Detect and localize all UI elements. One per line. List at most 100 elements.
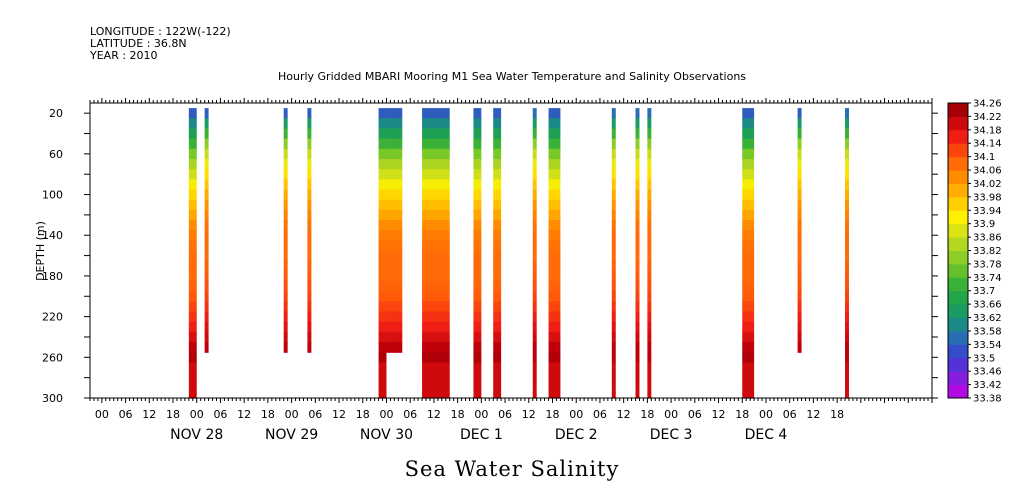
heatmap-cell	[635, 128, 640, 140]
heatmap-cell	[386, 179, 403, 191]
heatmap-cell	[532, 209, 537, 221]
heatmap-cell	[635, 352, 640, 363]
heatmap-cell	[647, 128, 652, 140]
heatmap-cell	[532, 230, 537, 241]
heatmap-cell	[532, 311, 537, 323]
heatmap-cell	[647, 392, 652, 399]
heatmap-cell	[532, 138, 537, 150]
heatmap-cell	[548, 138, 561, 150]
heatmap-cell	[422, 301, 450, 313]
heatmap-cell	[473, 342, 482, 353]
heatmap-cell	[647, 270, 652, 282]
heatmap-cell	[611, 260, 616, 272]
heatmap-cell	[532, 108, 537, 119]
heatmap-cell	[742, 342, 755, 353]
heatmap-cell	[188, 230, 197, 241]
colorbar-swatch	[948, 170, 968, 184]
heatmap-cell	[845, 382, 849, 394]
heatmap-cell	[635, 118, 640, 130]
heatmap-cell	[647, 250, 652, 262]
heatmap-cell	[307, 342, 312, 353]
heatmap-cell	[742, 138, 755, 150]
heatmap-cell	[422, 250, 450, 262]
heatmap-cell	[378, 199, 387, 211]
heatmap-cell	[845, 219, 849, 231]
heatmap-cell	[386, 281, 403, 292]
colorbar-label: 33.94	[973, 206, 1002, 217]
heatmap-cell	[635, 169, 640, 180]
heatmap-cell	[611, 372, 616, 384]
heatmap-cell	[386, 219, 403, 231]
heatmap-cell	[493, 281, 502, 292]
heatmap-cell	[635, 311, 640, 323]
heatmap-cell	[378, 281, 387, 292]
colorbar-label: 33.82	[973, 246, 1002, 257]
heatmap-cell	[493, 169, 502, 180]
colorbar-swatch	[948, 103, 968, 117]
heatmap-cell	[845, 148, 849, 160]
heatmap-cell	[845, 362, 849, 374]
heatmap-cell	[283, 270, 288, 282]
heatmap-cell	[845, 270, 849, 282]
heatmap-cell	[742, 291, 755, 302]
heatmap-cell	[532, 128, 537, 140]
heatmap-cell	[845, 158, 849, 170]
heatmap-cell	[647, 219, 652, 231]
x-tick-label: 00	[759, 408, 773, 421]
heatmap-cell	[647, 158, 652, 170]
colorbar: 33.38 33.42 33.46 33.5 33.54 33.58 33.62 33.66 3…	[947, 99, 1002, 405]
heatmap-cell	[611, 158, 616, 170]
heatmap-cell	[742, 321, 755, 333]
colorbar-swatch	[948, 384, 968, 399]
heatmap-cell	[204, 230, 209, 241]
heatmap-cell	[797, 209, 802, 221]
heatmap-cell	[797, 189, 802, 201]
x-tick-label: 12	[142, 408, 156, 421]
heatmap-cell	[797, 250, 802, 262]
heatmap-cell	[422, 311, 450, 323]
heatmap-cell	[378, 179, 387, 191]
heatmap-cell	[611, 382, 616, 394]
heatmap-cell	[378, 169, 387, 180]
heatmap-cell	[611, 179, 616, 191]
x-tick-label: 06	[593, 408, 607, 421]
heatmap-cell	[532, 260, 537, 272]
heatmap-cell	[473, 291, 482, 302]
colorbar-swatch	[948, 156, 968, 171]
y-tick-label: 260	[42, 351, 63, 364]
heatmap-cell	[742, 362, 755, 374]
heatmap-cell	[307, 250, 312, 262]
heatmap-cell	[473, 179, 482, 191]
heatmap-cell	[635, 281, 640, 292]
heatmap-cell	[204, 331, 209, 343]
heatmap-cell	[635, 138, 640, 150]
heatmap-cell	[548, 148, 561, 160]
heatmap-cell	[647, 199, 652, 211]
heatmap-cell	[386, 291, 403, 302]
heatmap-cell	[378, 148, 387, 160]
heatmap-cell	[307, 209, 312, 221]
heatmap-cell	[493, 270, 502, 282]
heatmap-cell	[473, 209, 482, 221]
heatmap-cell	[611, 189, 616, 201]
heatmap-cell	[422, 108, 450, 119]
heatmap-cell	[378, 331, 387, 343]
y-tick-label: 100	[42, 189, 63, 202]
heatmap-cell	[283, 209, 288, 221]
heatmap-cell	[188, 270, 197, 282]
heatmap-cell	[307, 270, 312, 282]
x-tick-label: 06	[308, 408, 322, 421]
heatmap-cell	[742, 311, 755, 323]
heatmap-cell	[378, 342, 387, 353]
heatmap-cell	[611, 270, 616, 282]
heatmap-cell	[204, 321, 209, 333]
plot-area	[84, 98, 938, 403]
heatmap-cell	[647, 291, 652, 302]
heatmap-cell	[493, 128, 502, 140]
heatmap-cell	[647, 209, 652, 221]
heatmap-cell	[493, 219, 502, 231]
heatmap-cell	[188, 108, 197, 119]
heatmap-cell	[386, 108, 403, 119]
heatmap-cell	[493, 372, 502, 384]
heatmap-cell	[422, 179, 450, 191]
